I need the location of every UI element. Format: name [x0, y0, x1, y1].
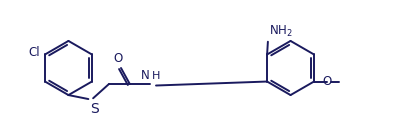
- Text: Cl: Cl: [29, 46, 40, 59]
- Text: O: O: [113, 52, 123, 65]
- Text: S: S: [90, 102, 99, 116]
- Text: O: O: [322, 75, 332, 88]
- Text: N: N: [141, 69, 150, 81]
- Text: NH$_2$: NH$_2$: [269, 24, 293, 39]
- Text: H: H: [152, 71, 160, 81]
